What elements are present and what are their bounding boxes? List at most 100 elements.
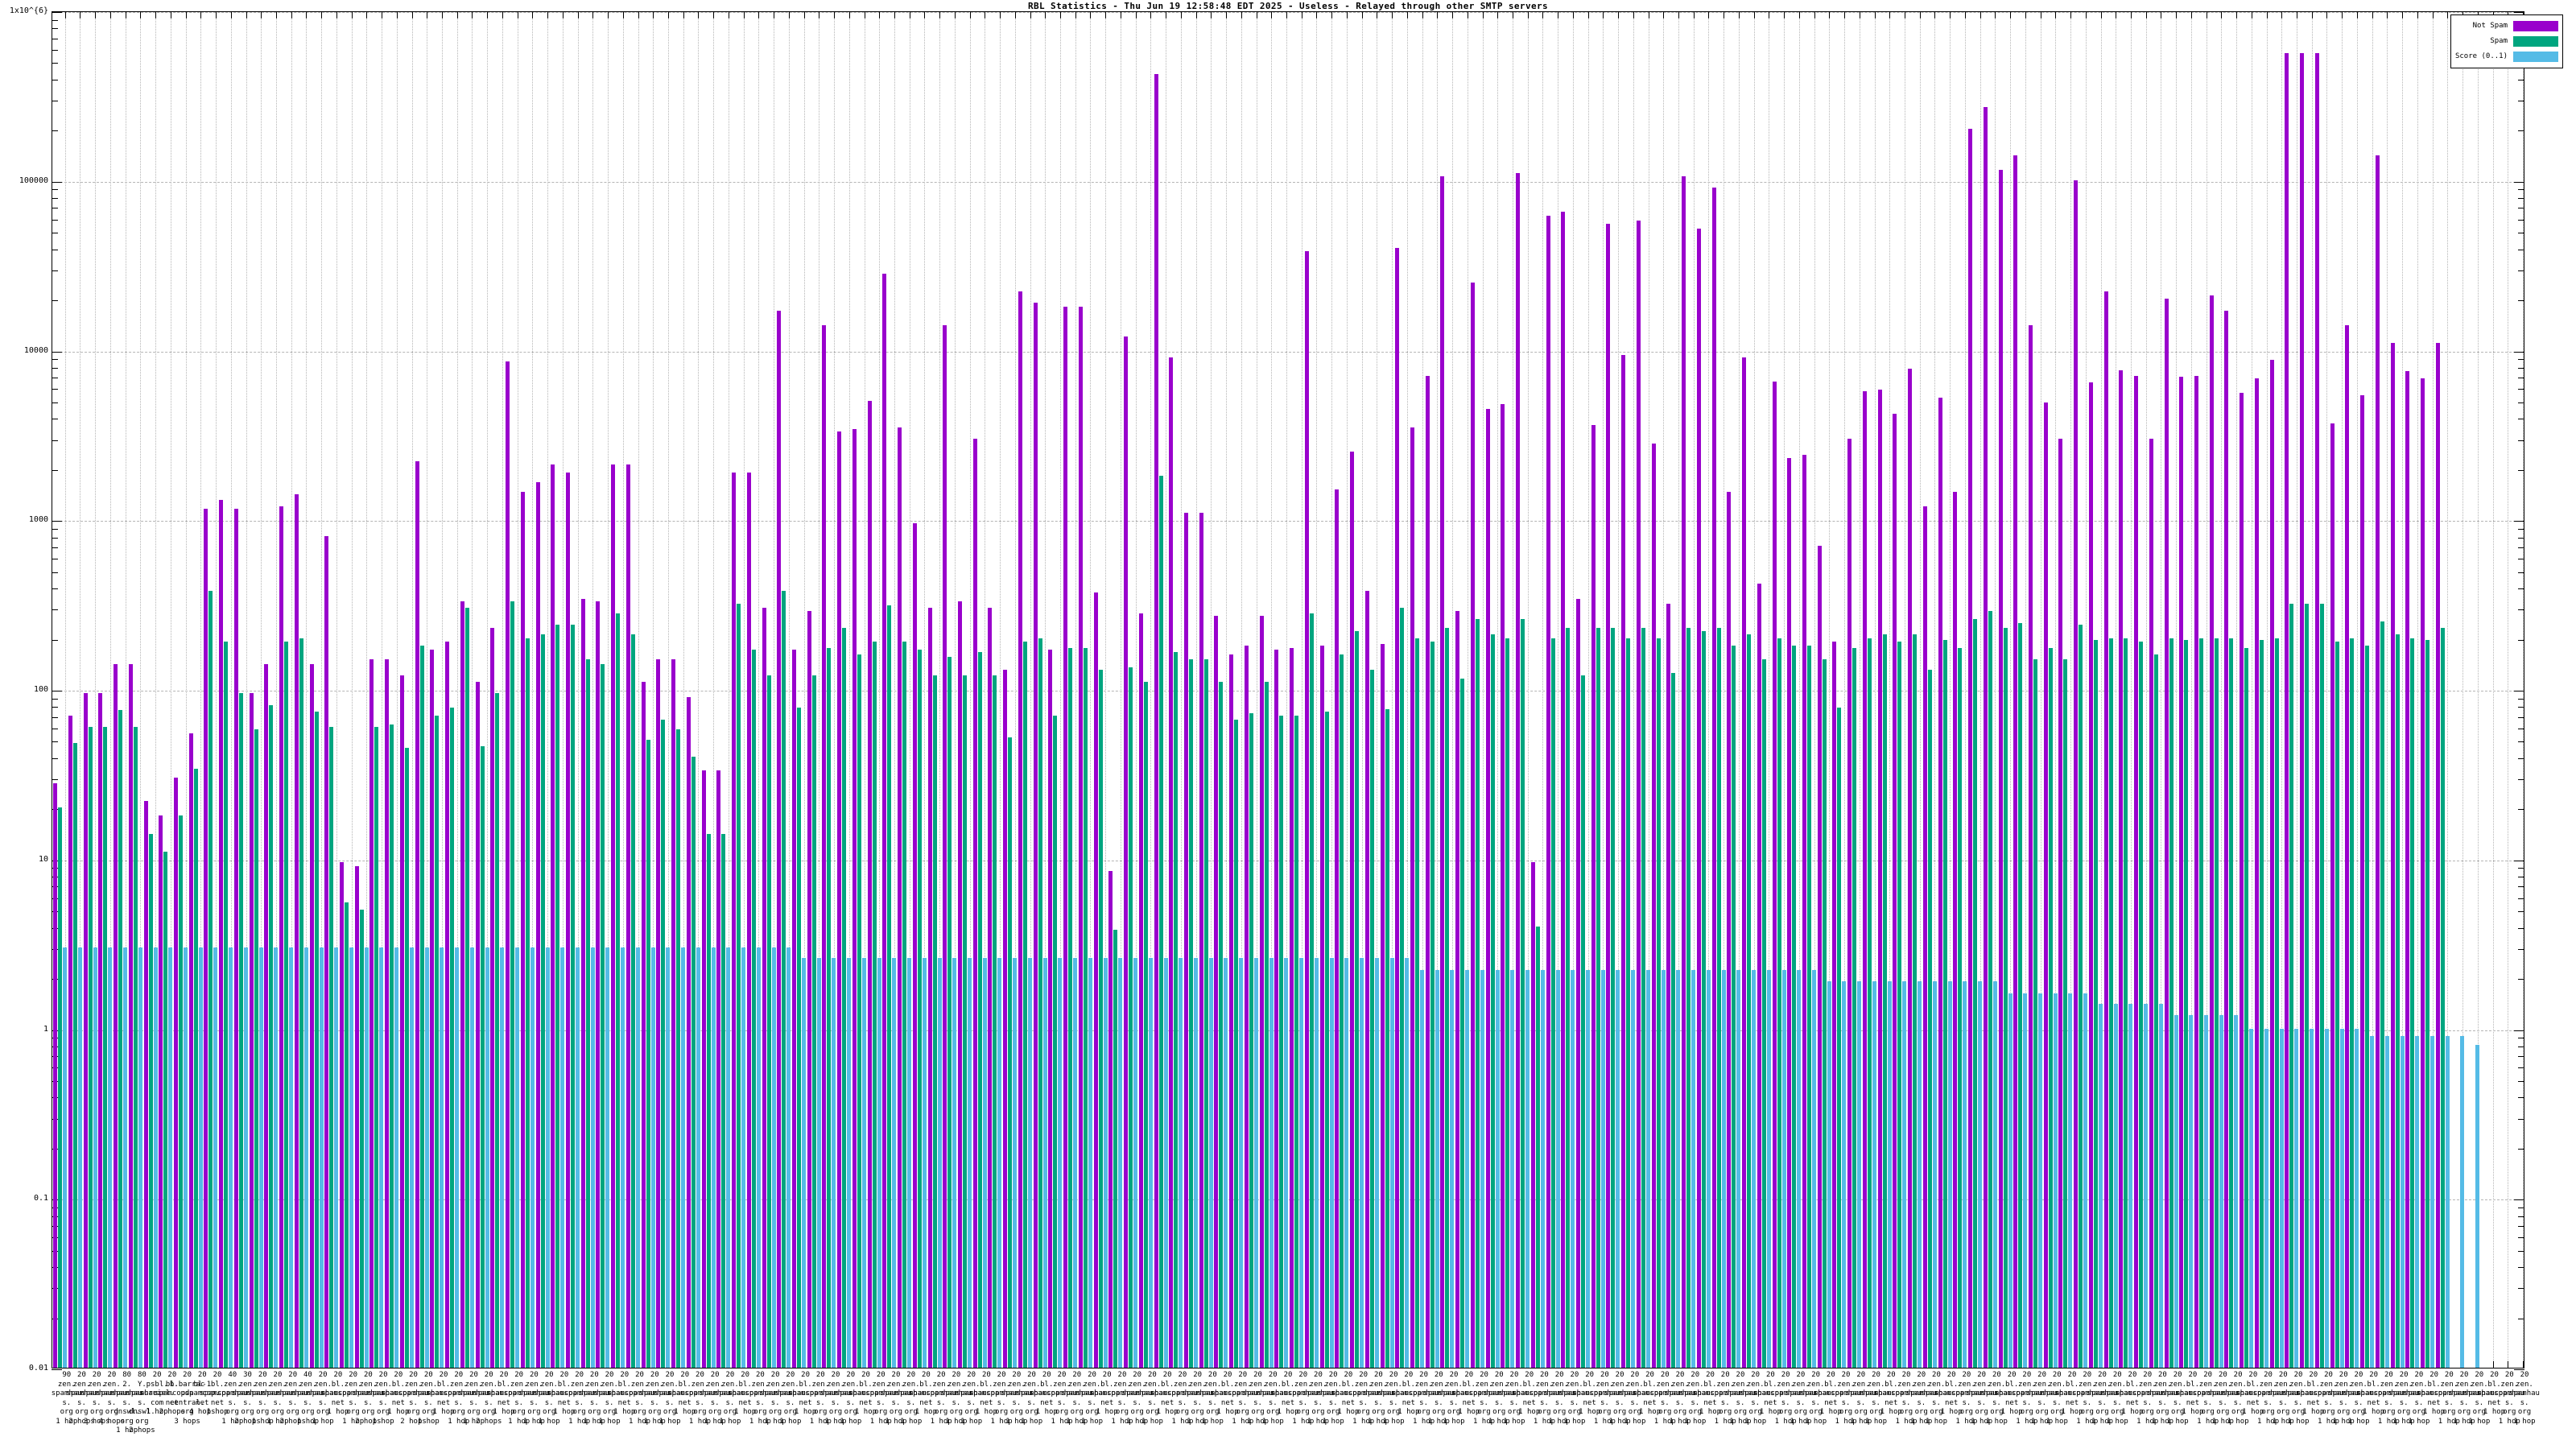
x-tick-top	[608, 11, 609, 19]
bar-group	[1666, 12, 1681, 1368]
bar-spam	[1822, 658, 1827, 1368]
x-tick-top	[894, 11, 895, 19]
gridline-vertical	[1331, 12, 1332, 1368]
bar-group	[1546, 12, 1560, 1368]
bar-score-0-1	[77, 947, 82, 1368]
bar-score-0-1	[334, 947, 339, 1368]
bar-not-spam	[114, 664, 118, 1368]
bar-score-0-1	[1118, 958, 1123, 1368]
gridline-vertical	[2372, 12, 2373, 1368]
bar-not-spam	[399, 675, 404, 1368]
x-tick-label: 20 zen. spamhaus. org 1 hop	[1408, 1371, 1439, 1426]
gridline-vertical	[1422, 12, 1423, 1368]
x-tick-label: 20 bl. spamcop. net 1 hop	[2355, 1371, 2392, 1416]
bar-not-spam	[1591, 425, 1596, 1368]
gridline-vertical	[2462, 12, 2463, 1368]
bar-score-0-1	[364, 947, 369, 1368]
x-tick-label: 20 zen. spamhaus. org 2 hops	[398, 1371, 429, 1426]
bar-group	[1093, 12, 1108, 1368]
bar-group	[2088, 12, 2103, 1368]
gridline-vertical	[1136, 12, 1137, 1368]
bar-group	[279, 12, 294, 1368]
bar-spam	[2063, 658, 2068, 1368]
bar-not-spam	[2103, 291, 2108, 1368]
bar-group	[535, 12, 550, 1368]
bar-score-0-1	[1163, 958, 1168, 1368]
bar-group	[2209, 12, 2223, 1368]
bar-score-0-1	[1706, 970, 1711, 1368]
gridline-vertical	[1392, 12, 1393, 1368]
bar-not-spam	[1787, 458, 1792, 1368]
y-tick	[52, 1369, 62, 1370]
bar-not-spam	[1078, 306, 1083, 1368]
bar-spam	[947, 656, 952, 1368]
bar-spam	[1942, 639, 1947, 1368]
y-tick	[52, 28, 58, 30]
y-tick-right	[2518, 528, 2524, 530]
bar-spam	[450, 707, 455, 1368]
x-tick-top	[2146, 11, 2147, 19]
x-tick-label: 20 bl. spamcop. net 1 hop	[2476, 1371, 2512, 1416]
bar-group	[1290, 12, 1304, 1368]
y-tick	[52, 758, 58, 759]
gridline-vertical	[2447, 12, 2448, 1368]
bar-not-spam	[882, 274, 887, 1368]
bar-spam	[2274, 638, 2279, 1368]
x-tick-top	[1422, 11, 1423, 19]
gridline-vertical	[1211, 12, 1212, 1368]
x-tick-top	[2025, 11, 2026, 19]
bar-score-0-1	[2460, 1036, 2465, 1368]
bar-not-spam	[1259, 616, 1264, 1368]
gridline-vertical	[653, 12, 654, 1368]
x-tick-top	[412, 11, 413, 19]
bar-group	[882, 12, 897, 1368]
x-tick-label: 20 bl. spamcop. net 1 hop	[2235, 1371, 2271, 1416]
x-tick-label: 20 zen. spamhaus. org 1 hop	[1468, 1371, 1500, 1426]
bar-score-0-1	[1465, 970, 1470, 1368]
bar-not-spam	[1666, 603, 1671, 1368]
bar-spam	[1143, 682, 1148, 1368]
gridline-vertical	[2493, 12, 2494, 1368]
bar-score-0-1	[1480, 970, 1484, 1368]
x-tick-label: 20 bl. spamcop. net 1 hop	[1210, 1371, 1245, 1416]
bar-spam	[1490, 634, 1495, 1368]
y-tick-right	[2518, 758, 2524, 759]
bar-group	[1274, 12, 1289, 1368]
y-tick-right	[2518, 367, 2524, 369]
gridline-vertical	[2402, 12, 2403, 1368]
bar-score-0-1	[2068, 993, 2073, 1368]
bar-group	[2314, 12, 2329, 1368]
x-tick-top	[65, 11, 66, 19]
gridline-vertical	[397, 12, 398, 1368]
legend-label: Spam	[2490, 37, 2508, 45]
bar-group	[83, 12, 97, 1368]
gridline-vertical	[1920, 12, 1921, 1368]
bar-score-0-1	[319, 947, 324, 1368]
y-tick	[52, 219, 58, 221]
bar-group	[1485, 12, 1500, 1368]
bar-group	[294, 12, 308, 1368]
y-tick-label: 100	[33, 685, 48, 694]
bar-group	[686, 12, 700, 1368]
bar-group	[807, 12, 821, 1368]
y-tick-right	[2518, 898, 2524, 899]
x-tick-label: 20 zen. spamhaus. org 1 hop	[835, 1371, 866, 1426]
gridline-vertical	[412, 12, 413, 1368]
x-tick-label: 20 zen. spamhaus. org 1 hop	[2026, 1371, 2058, 1426]
bar-spam	[1611, 627, 1616, 1368]
bar-group	[927, 12, 942, 1368]
x-tick-top	[1271, 11, 1272, 19]
gridline-vertical	[1663, 12, 1664, 1368]
y-tick-right	[2518, 609, 2524, 611]
gridline-vertical	[1150, 12, 1151, 1368]
x-tick-top	[1618, 11, 1619, 19]
bar-not-spam	[264, 664, 269, 1368]
x-tick-top	[955, 11, 956, 19]
x-tick-top	[1483, 11, 1484, 19]
x-tick-label: 20 zen. spamhaus. org 1 hop	[1076, 1371, 1108, 1426]
bar-group	[1169, 12, 1183, 1368]
x-tick-label: 20 zen. spamhaus. org 1 hop	[1318, 1371, 1349, 1426]
x-tick-label: 20 zen. spamhaus. org 1 hop	[1845, 1371, 1876, 1426]
x-tick-label: 20 bl. spamcop. net 1 hop	[1089, 1371, 1125, 1416]
bar-score-0-1	[1691, 970, 1696, 1368]
